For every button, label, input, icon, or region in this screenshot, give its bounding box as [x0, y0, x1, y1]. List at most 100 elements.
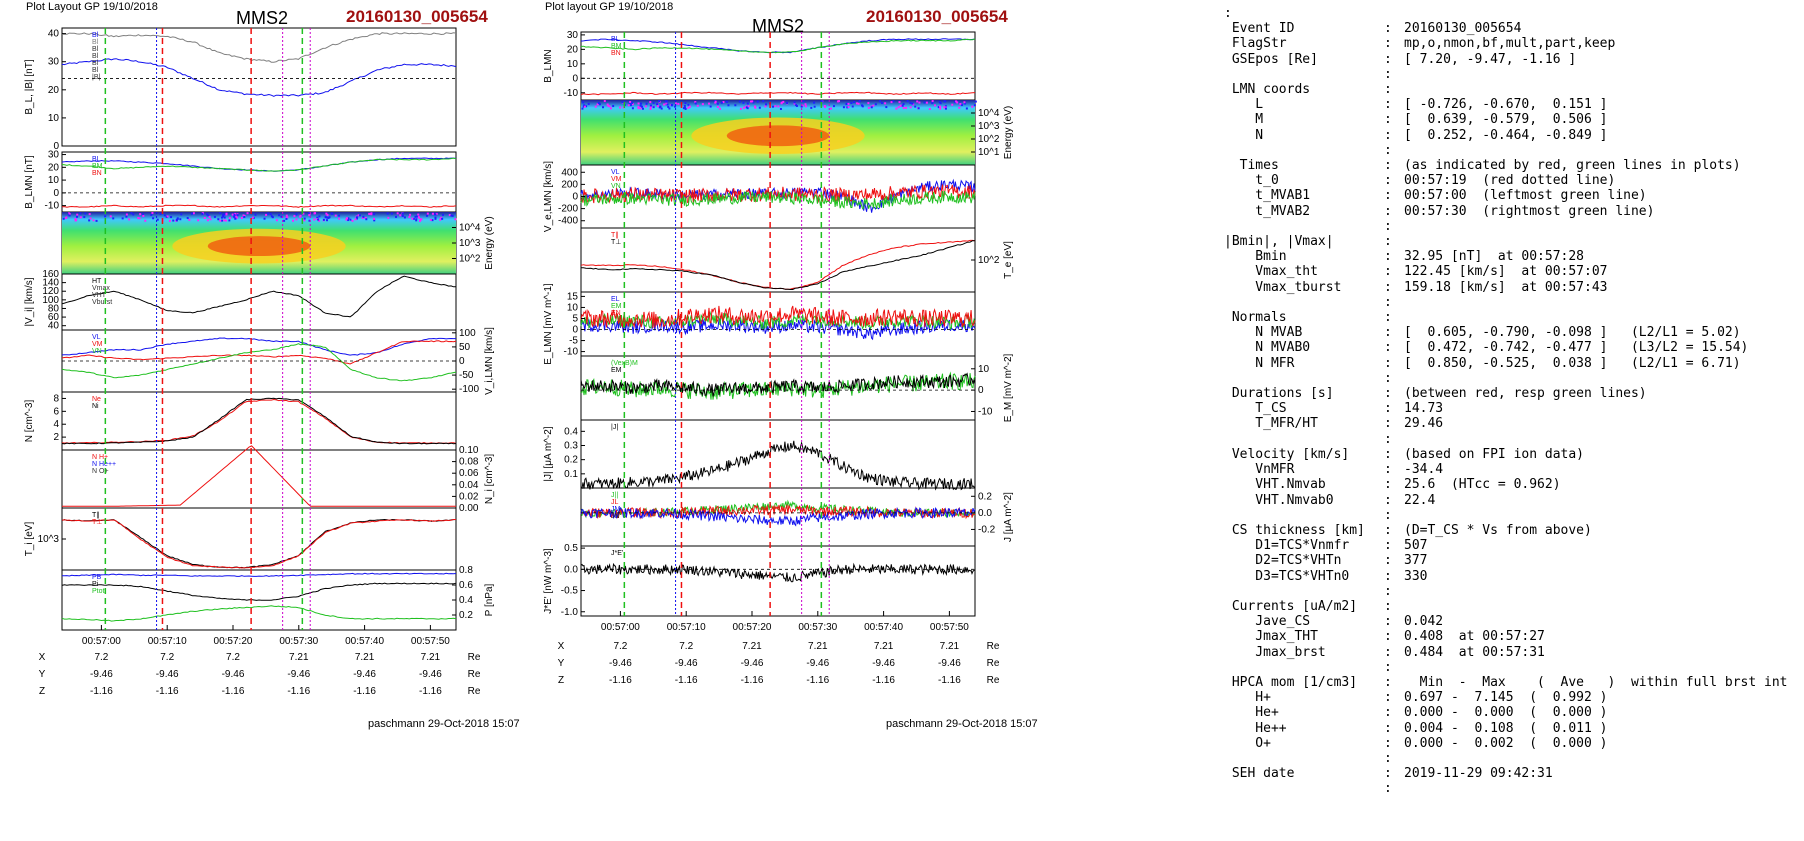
legend-entry: T⊥	[611, 239, 621, 246]
gse-value: -1.16	[741, 675, 764, 686]
x-tick-label: 00:57:10	[148, 636, 187, 647]
y-tick-label: 10^3	[459, 238, 481, 249]
spectrogram-speck	[450, 214, 453, 217]
spectrogram-speck	[217, 218, 220, 221]
spectrogram-speck	[582, 101, 585, 104]
legend-entry: Vburst	[92, 299, 112, 306]
legend-entry: VN	[92, 348, 102, 355]
spectrogram-speck	[425, 214, 428, 217]
y-tick-label: 0.8	[459, 565, 473, 576]
legend-entry: BM	[611, 43, 622, 50]
legend-entry: Bl	[92, 39, 99, 46]
spectrogram-speck	[820, 100, 823, 103]
info-row: M: [ 0.639, -0.579, 0.506 ]	[1224, 112, 1799, 127]
spectrogram-speck	[619, 106, 622, 109]
spectrogram-speck	[682, 107, 685, 110]
info-key: D2=TCS*VHTn	[1224, 553, 1342, 569]
spectrogram-speck	[328, 216, 331, 219]
legend-entry: PB	[92, 574, 102, 581]
info-colon: :	[1384, 416, 1392, 432]
info-value: (as indicated by red, green lines in plo…	[1404, 158, 1741, 174]
spectrogram-speck	[727, 104, 730, 107]
spectrogram-speck	[898, 101, 901, 104]
info-row: D2=TCS*VHTn:377	[1224, 553, 1799, 568]
spectrogram-speck	[62, 217, 65, 220]
info-row: Times: (as indicated by red, green lines …	[1224, 158, 1799, 173]
info-key: D1=TCS*Vnmfr	[1224, 538, 1350, 554]
spectrogram-speck	[394, 215, 397, 218]
info-colon: :	[1384, 158, 1392, 174]
spectrogram-speck	[629, 100, 632, 103]
spectrogram-speck	[338, 214, 341, 217]
series-line	[580, 317, 976, 341]
info-colon: :	[1384, 310, 1392, 326]
spectrogram-speck	[687, 103, 690, 106]
spectrogram-speck	[163, 214, 166, 217]
spectrogram-speck	[325, 212, 328, 215]
spectrogram-speck	[765, 103, 768, 106]
x-tick-label: 00:57:50	[930, 622, 969, 633]
info-key: HPCA mom [1/cm3]	[1224, 674, 1358, 690]
spectrogram-speck	[206, 213, 209, 216]
info-key: M	[1224, 112, 1264, 128]
spectrogram-speck	[179, 218, 182, 221]
info-colon: :	[1384, 325, 1392, 341]
info-colon: :	[1384, 553, 1392, 569]
spectrogram-speck	[415, 219, 418, 222]
spectrogram-speck	[747, 105, 750, 108]
info-value: 0.042	[1404, 614, 1444, 630]
info-row: t_0:00:57:19 (red dotted line)	[1224, 173, 1799, 188]
y-axis-label: T_e [eV]	[1003, 241, 1014, 279]
gse-value: -1.16	[287, 686, 310, 697]
spectrogram-speck	[373, 219, 376, 222]
spectrogram-speck	[222, 215, 225, 218]
spectrogram-speck	[720, 101, 723, 104]
info-key	[1224, 584, 1384, 599]
info-key: Currents [uA/m2]	[1224, 598, 1358, 614]
spectrogram-speck	[151, 212, 154, 215]
spectrogram-speck	[890, 101, 893, 104]
series-line	[580, 310, 976, 331]
info-row: L: [ -0.726, -0.670, 0.151 ]	[1224, 97, 1799, 112]
gse-value: 7.2	[679, 641, 693, 652]
gse-value: -9.46	[222, 669, 245, 680]
y-axis-label: V_e,LMN [km/s]	[543, 161, 554, 232]
spectrogram-speck	[644, 105, 647, 108]
spectrogram-speck	[879, 100, 882, 103]
spectrogram-speck	[870, 106, 873, 109]
info-row: O+:0.000 - 0.002 ( 0.000 )	[1224, 736, 1799, 751]
y-tick-label: 15	[567, 291, 579, 302]
series-line	[61, 518, 457, 569]
spectrogram-speck	[285, 217, 288, 220]
spectrogram-speck	[931, 102, 934, 105]
info-key: Jmax_brst	[1224, 644, 1326, 660]
info-key: |Bmin|, |Vmax|	[1224, 234, 1334, 250]
spectrogram-speck	[608, 105, 611, 108]
gse-row-label: X	[39, 652, 46, 663]
info-key: N	[1224, 127, 1264, 143]
y-tick-label: 0.04	[459, 480, 479, 491]
info-key: O+	[1224, 735, 1271, 751]
spectrogram-speck	[881, 101, 884, 104]
info-colon: :	[1384, 522, 1392, 538]
info-row: :	[1224, 219, 1799, 234]
spectrogram-speck	[756, 100, 759, 103]
legend-entry: BL	[92, 156, 101, 163]
spectrogram-speck	[68, 214, 71, 217]
info-value: 20160130_005654	[1404, 21, 1522, 37]
legend-entry: J*E'	[611, 550, 623, 557]
spectrogram-speck	[399, 214, 402, 217]
info-colon: :	[1384, 142, 1392, 158]
spectrogram-speck	[219, 212, 222, 215]
spectrogram-speck	[677, 102, 680, 105]
spectrogram-speck	[943, 106, 946, 109]
info-colon: :	[1384, 492, 1392, 508]
spectrogram-speck	[832, 105, 835, 108]
spectrogram-speck	[795, 104, 798, 107]
spectrogram-speck	[439, 218, 442, 221]
spectrogram-speck	[121, 217, 124, 220]
spectrogram-speck	[76, 213, 79, 216]
spectrogram-speck	[303, 219, 306, 222]
series-line	[580, 372, 976, 397]
y-tick-label: 0	[53, 188, 59, 199]
